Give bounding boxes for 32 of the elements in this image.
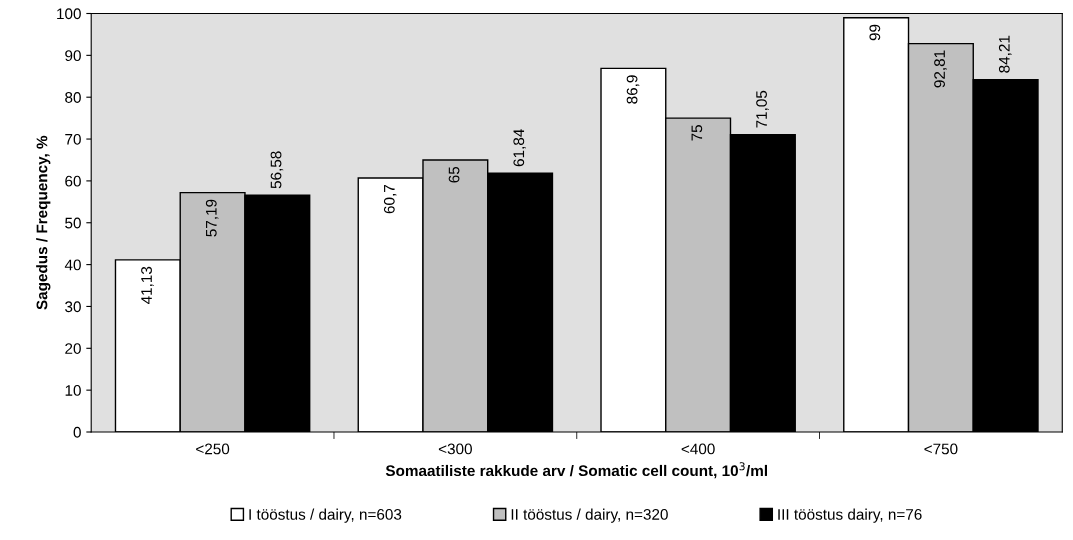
data-label: 61,84 — [513, 129, 526, 167]
x-tick-label: <400 — [681, 443, 715, 455]
y-axis-title: Sagedus / Frequency, % — [36, 135, 51, 310]
data-label: 92,81 — [934, 50, 947, 88]
data-label: 41,13 — [141, 266, 154, 305]
y-tick-label: 50 — [65, 217, 81, 229]
data-label: 57,19 — [205, 199, 219, 237]
legend-label: III tööstus dairy, n=76 — [778, 508, 922, 523]
y-tick-label: 80 — [65, 92, 81, 103]
y-tick-label: 60 — [65, 175, 81, 187]
y-tick-label: 90 — [65, 50, 81, 62]
y-tick-label: 30 — [65, 301, 81, 313]
y-tick-label: 10 — [65, 385, 81, 396]
data-label: 60,7 — [383, 185, 397, 214]
data-label: 71,05 — [756, 90, 769, 128]
data-label: 86,9 — [626, 75, 640, 104]
x-tick-label: <250 — [196, 443, 230, 455]
x-tick-label: <300 — [438, 443, 472, 455]
legend-label: II tööstus / dairy, n=320 — [511, 508, 668, 523]
y-tick-label: 20 — [65, 343, 81, 354]
data-label: 56,58 — [270, 151, 284, 189]
data-label: 65 — [448, 166, 460, 183]
y-tick-label: 100 — [57, 8, 81, 20]
data-label: 84,21 — [998, 35, 1012, 73]
y-tick-label: 70 — [65, 133, 81, 145]
x-axis-title: Somaatiliste rakkude arv / Somatic cell count, 10$^{3}$/ml — [385, 462, 767, 479]
legend-label: I tööstus / dairy, n=603 — [249, 508, 402, 523]
y-tick-label: 40 — [64, 259, 81, 271]
data-label: 75 — [691, 125, 703, 141]
y-tick-label: 0 — [73, 426, 81, 438]
x-tick-label: <750 — [924, 443, 958, 455]
data-label: 99 — [869, 24, 881, 41]
